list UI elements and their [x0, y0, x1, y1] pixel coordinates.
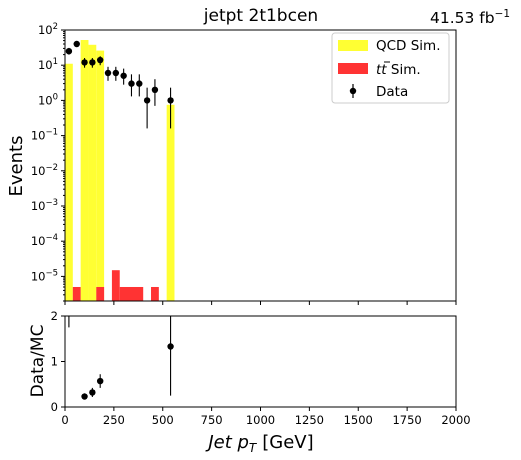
x-tick-label: 1500 — [344, 413, 373, 427]
y-tick-label: 100 — [38, 92, 58, 107]
ttbar-bar — [96, 286, 105, 301]
ratio-point — [89, 389, 96, 396]
qcd-bar — [65, 63, 73, 302]
chart-title: jetpt 2t1bcen — [203, 6, 318, 26]
ratio-point — [96, 377, 104, 385]
legend-label-qcd: QCD Sim. — [376, 38, 441, 54]
ratio-points — [68, 316, 174, 400]
legend-marker-data — [349, 87, 357, 95]
data-point — [128, 80, 135, 87]
x-tick-label: 1750 — [392, 413, 421, 427]
legend-swatch-qcd — [338, 40, 368, 51]
qcd-bar — [88, 44, 97, 301]
y-tick-label: 10−1 — [31, 128, 58, 143]
ttbar-bar — [119, 286, 144, 301]
qcd-bar — [166, 104, 175, 301]
x-tick-label: 750 — [201, 413, 223, 427]
bottom-panel: 0 1 2 0 250 500 750 1000 1250 1500 1750 2000 Data/… — [28, 309, 471, 427]
ttbar-bar — [111, 270, 120, 301]
x-tick-label: 1000 — [246, 413, 275, 427]
ratio-y-tick-label: 0 — [51, 400, 58, 414]
y-tick-label: 102 — [38, 22, 58, 37]
ratio-y-tick-label: 2 — [51, 309, 58, 323]
legend-label-data: Data — [376, 84, 408, 100]
y-tick-label: 10−3 — [31, 198, 58, 213]
x-axis-label: Jet pT [GeV] — [205, 432, 313, 455]
top-panel: 102 101 100 10−1 10−2 10−3 10−4 10−5 Events — [6, 22, 457, 305]
ttbar-bar — [72, 286, 81, 301]
ratio-point — [81, 393, 88, 400]
data-point — [104, 69, 112, 77]
data-point — [65, 47, 73, 55]
bottom-y-axis-label: Data/MC — [28, 325, 48, 398]
top-y-axis-label: Events — [6, 136, 27, 197]
data-point — [73, 40, 80, 48]
y-tick-label: 10−2 — [31, 163, 58, 178]
lumi-label: 41.53 fb−1 — [430, 8, 510, 27]
ratio-y-tick-label: 1 — [51, 355, 58, 369]
y-tick-label: 10−5 — [31, 268, 58, 283]
data-point — [81, 59, 88, 66]
data-point — [151, 86, 159, 94]
data-point — [167, 97, 174, 104]
data-point — [112, 69, 120, 77]
data-point — [120, 72, 127, 79]
x-tick-label: 2000 — [441, 413, 470, 427]
top-data-points — [65, 40, 174, 129]
data-point — [136, 80, 143, 87]
x-tick-label: 1250 — [295, 413, 324, 427]
top-x-ticks — [64, 301, 457, 305]
ttbar-bar — [151, 286, 159, 301]
data-point — [96, 56, 104, 64]
qcd-bar — [96, 50, 105, 302]
bottom-plot-frame — [64, 315, 457, 408]
top-bars — [65, 39, 175, 302]
x-axis: 0 250 500 750 1000 1250 1500 1750 2000 — [61, 407, 471, 427]
top-y-axis: 102 101 100 10−1 10−2 10−3 10−4 10−5 — [31, 22, 65, 302]
legend-label-ttbar: tt Sim. — [376, 62, 421, 78]
x-tick-label: 500 — [152, 413, 174, 427]
y-tick-label: 10−4 — [31, 233, 58, 248]
x-tick-label: 0 — [61, 413, 68, 427]
ratio-point — [167, 343, 174, 350]
data-point — [143, 97, 151, 104]
x-tick-label: 250 — [103, 413, 125, 427]
qcd-bar — [80, 39, 89, 301]
data-point — [89, 59, 96, 66]
bottom-y-axis: 0 1 2 — [51, 309, 65, 414]
y-tick-label: 101 — [38, 57, 58, 72]
legend: QCD Sim. tt Sim. Data — [331, 32, 450, 104]
legend-swatch-ttbar — [338, 63, 368, 74]
